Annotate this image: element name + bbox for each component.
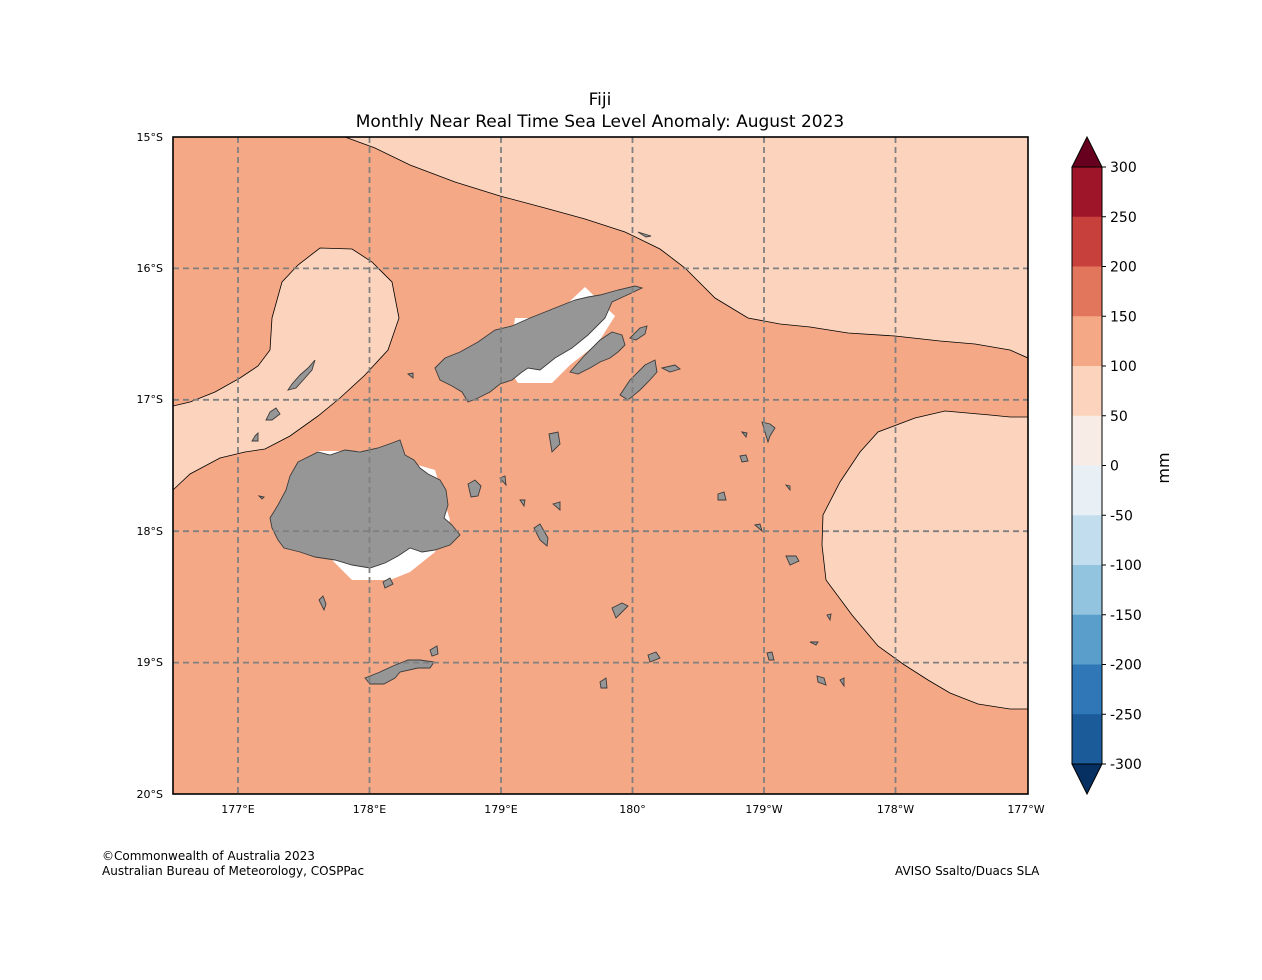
lat-tick-label: 15°S bbox=[137, 131, 163, 144]
qamea-island bbox=[629, 325, 648, 341]
colorbar-tick-label: -200 bbox=[1110, 658, 1142, 674]
komo-island bbox=[826, 613, 832, 622]
colorbar-tick-label: 200 bbox=[1110, 260, 1137, 276]
nayau-island bbox=[754, 523, 763, 533]
colorbar-bin bbox=[1072, 266, 1102, 317]
koro-island bbox=[548, 431, 561, 453]
ono-island bbox=[429, 645, 439, 657]
colorbar-bin bbox=[1072, 316, 1102, 367]
ogea-island bbox=[839, 677, 845, 688]
moala-island bbox=[611, 602, 629, 619]
colorbar-bin bbox=[1072, 465, 1102, 516]
map-title-region: Fiji bbox=[589, 90, 612, 110]
lon-tick-label: 178°W bbox=[877, 803, 914, 816]
lat-tick-label: 19°S bbox=[137, 656, 163, 669]
batiki-island bbox=[519, 499, 526, 508]
lon-tick-label: 180° bbox=[619, 803, 646, 816]
colorbar-unit-label: mm bbox=[1154, 452, 1173, 483]
colorbar-extend-low bbox=[1071, 763, 1103, 796]
colorbar-bin bbox=[1072, 614, 1102, 665]
colorbar-tick-label: 100 bbox=[1110, 359, 1137, 375]
vanua-levu-island bbox=[434, 285, 644, 403]
colorbar-tick-label: 0 bbox=[1110, 459, 1119, 475]
lat-tick-label: 20°S bbox=[137, 788, 163, 801]
lat-tick-label: 18°S bbox=[137, 525, 163, 538]
matuku-island bbox=[647, 651, 661, 663]
lon-tick-label: 177°E bbox=[221, 803, 254, 816]
map-area bbox=[173, 137, 1028, 794]
vanua-balavu-island bbox=[660, 364, 681, 373]
waya-island bbox=[251, 431, 259, 442]
colorbar-tick-label: -50 bbox=[1110, 508, 1133, 524]
anomaly-zone-50-100-southeast bbox=[821, 410, 1028, 710]
land-masses bbox=[251, 231, 845, 689]
agency-line: Australian Bureau of Meteorology, COSPPa… bbox=[102, 864, 365, 878]
lon-tick-label: 177°W bbox=[1007, 803, 1044, 816]
colorbar-bin bbox=[1072, 216, 1102, 267]
colorbar-tick-label: 250 bbox=[1110, 210, 1137, 226]
colorbar-tick-label: -100 bbox=[1110, 558, 1142, 574]
ovalau-island bbox=[467, 479, 482, 498]
colorbar-bin bbox=[1072, 664, 1102, 715]
tuvuca-island bbox=[740, 431, 748, 438]
namuka-island bbox=[809, 641, 819, 646]
colorbar-tick-label: -300 bbox=[1110, 757, 1142, 773]
yadua-island bbox=[406, 372, 414, 379]
colorbar-tick-label: -250 bbox=[1110, 707, 1142, 723]
map-title: Monthly Near Real Time Sea Level Anomaly… bbox=[356, 112, 844, 132]
lakeba-island bbox=[717, 491, 727, 501]
anomaly-zone-50-100-west bbox=[173, 247, 400, 491]
kadavu-island bbox=[364, 659, 435, 685]
colorbar-bin bbox=[1072, 167, 1102, 218]
fulaga-island bbox=[816, 675, 827, 686]
colorbar-extend-high bbox=[1071, 135, 1103, 168]
colorbar-bin bbox=[1072, 565, 1102, 616]
cicia-island bbox=[739, 454, 749, 463]
wakaya-island bbox=[552, 501, 561, 511]
totoya-island bbox=[599, 677, 608, 689]
colorbar-tick-label: 50 bbox=[1110, 409, 1128, 425]
colorbar-bins bbox=[1072, 167, 1102, 765]
gau-island bbox=[533, 523, 549, 547]
map-frame bbox=[172, 136, 1029, 795]
viti-levu-island bbox=[269, 439, 461, 569]
western-islet bbox=[257, 495, 265, 500]
copyright-credit: ©Commonwealth of Australia 2023 Australi… bbox=[102, 849, 364, 879]
colorbar-tick-label: 300 bbox=[1110, 160, 1137, 176]
oneata-island bbox=[785, 555, 800, 566]
colorbar: 300 250 200 150 100 50 0 -50 -100 -150 -200 -250 -30… bbox=[1071, 135, 1173, 796]
copyright-line: ©Commonwealth of Australia 2023 bbox=[102, 849, 315, 863]
longitude-axis: 177°E 178°E 179°E 180° 179°W 178°W 177°W bbox=[221, 803, 1045, 816]
lat-tick-label: 16°S bbox=[137, 262, 163, 275]
rabi-north-island bbox=[637, 231, 652, 238]
colorbar-bin bbox=[1072, 515, 1102, 566]
latitude-axis: 15°S 16°S 17°S 18°S 19°S 20°S bbox=[137, 131, 163, 801]
colorbar-ticks: 300 250 200 150 100 50 0 -50 -100 -150 -200 -250 -30… bbox=[1102, 160, 1142, 773]
taveuni-island bbox=[569, 331, 626, 375]
lau-east-island bbox=[761, 421, 776, 444]
lon-tick-label: 178°E bbox=[353, 803, 386, 816]
colorbar-bin bbox=[1072, 714, 1102, 765]
colorbar-bin bbox=[1072, 366, 1102, 417]
lat-tick-label: 17°S bbox=[137, 393, 163, 406]
vatulele-island bbox=[318, 595, 327, 612]
vanuavatu-island bbox=[766, 651, 775, 661]
anomaly-zone-50-100-northeast bbox=[344, 137, 1028, 359]
yasawa-chain bbox=[286, 359, 316, 391]
colorbar-tick-label: 150 bbox=[1110, 309, 1137, 325]
colorbar-tick-label: -150 bbox=[1110, 608, 1142, 624]
yasawa-south-island bbox=[265, 407, 281, 421]
lon-tick-label: 179°E bbox=[484, 803, 517, 816]
lau-north-island bbox=[619, 359, 658, 401]
beqa-island bbox=[382, 577, 394, 589]
lon-tick-label: 179°W bbox=[745, 803, 782, 816]
data-source-credit: AVISO Ssalto/Duacs SLA bbox=[895, 864, 1040, 878]
graticule bbox=[173, 137, 1028, 794]
colorbar-bin bbox=[1072, 415, 1102, 466]
aiwa-island bbox=[784, 484, 791, 492]
